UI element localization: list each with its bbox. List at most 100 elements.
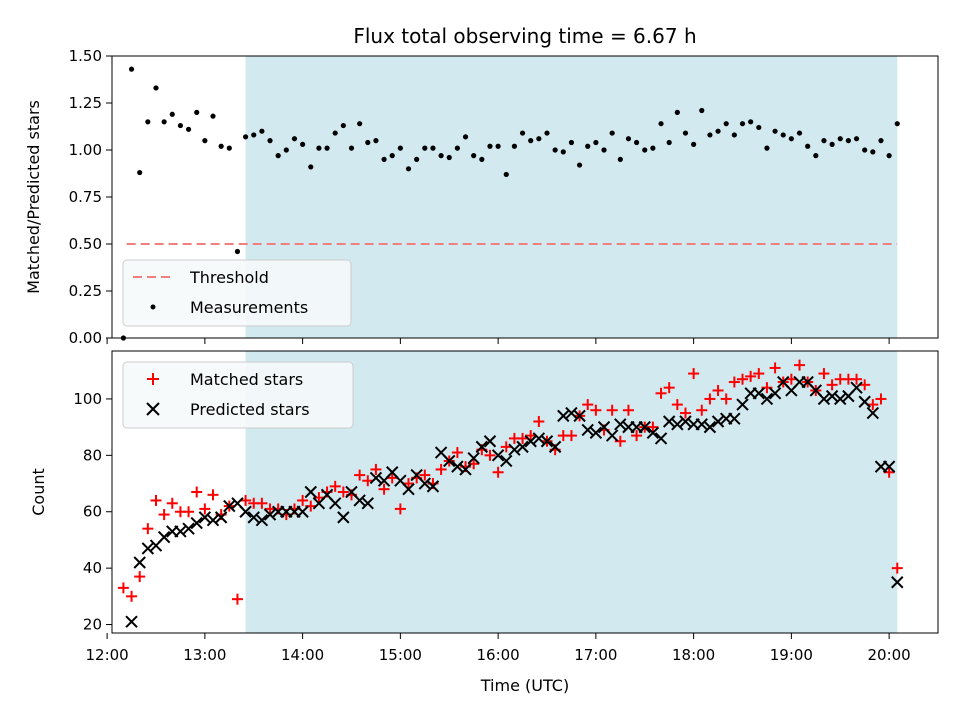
matched-star-point	[720, 393, 732, 405]
matched-star-point	[622, 404, 634, 416]
measurement-point	[503, 171, 509, 178]
predicted-star-point	[174, 525, 187, 538]
measurement-point	[234, 248, 241, 255]
predicted-star-point	[247, 511, 260, 524]
predicted-star-point	[296, 505, 309, 518]
measurement-point	[609, 130, 615, 136]
x-tick-label: 13:00	[183, 646, 226, 664]
measurement-point	[764, 145, 770, 151]
matched-star-point	[142, 523, 154, 535]
measurement-point	[259, 128, 265, 134]
measurement-point	[389, 153, 395, 159]
measurement-point	[642, 147, 648, 153]
matched-star-point	[565, 430, 577, 442]
measurement-point	[707, 132, 713, 138]
matched-star-point	[704, 393, 716, 405]
bottom-y-tick-label: 60	[83, 503, 102, 521]
matched-star-point	[859, 379, 871, 391]
x-tick-label: 18:00	[672, 646, 715, 664]
bottom-legend-box	[122, 361, 354, 429]
measurement-point	[788, 136, 794, 142]
x-tick-label: 20:00	[868, 646, 911, 664]
matched-star-point	[150, 494, 162, 506]
x-tick-label: 12:00	[85, 646, 128, 664]
top-y-tick-label: 1.25	[69, 94, 102, 112]
bottom-y-axis-label: Count	[29, 468, 48, 516]
predicted-star-point	[426, 480, 440, 493]
measurement-point	[536, 136, 542, 142]
matched-star-point	[451, 447, 463, 459]
matched-star-point	[240, 494, 252, 506]
measurement-point	[357, 121, 363, 127]
measurement-point	[658, 121, 664, 127]
top-y-tick-label: 0.25	[69, 282, 102, 300]
measurement-point	[821, 138, 827, 144]
top-plot-frame	[111, 55, 939, 339]
measurement-point	[267, 138, 273, 144]
measurement-point	[837, 136, 843, 142]
measurement-point	[381, 156, 387, 162]
predicted-star-point	[182, 522, 195, 535]
predicted-star-point	[671, 418, 684, 431]
matched-star-point	[655, 387, 667, 399]
predicted-star-point	[850, 381, 863, 394]
predicted-star-point	[817, 392, 831, 406]
top-y-axis-ticks: 0.00 0.25 0.50 0.75 1.00 1.25 1.50	[69, 47, 112, 347]
predicted-star-point	[198, 511, 212, 524]
matched-star-point	[712, 384, 724, 396]
predicted-star-point	[589, 426, 603, 439]
measurement-point	[414, 156, 420, 162]
predicted-star-point	[540, 435, 554, 448]
matched-stars-legend-marker	[147, 373, 159, 385]
top-y-tick-label: 0.00	[69, 329, 102, 347]
top-x-axis-ticks	[106, 338, 890, 344]
matched-star-point	[256, 497, 268, 509]
top-y-axis-label: Matched/Predicted stars	[24, 100, 43, 294]
matched-star-point	[753, 368, 765, 380]
measurement-point	[462, 134, 469, 140]
predicted-stars-series	[125, 375, 904, 628]
matched-star-point	[590, 404, 602, 416]
matched-star-point	[500, 441, 512, 453]
predicted-star-point	[557, 409, 570, 423]
bottom-x-axis-ticks: 12:00 13:00 14:00 15:00 16:00 17:00 18:00 19:00…	[85, 633, 911, 664]
measurement-point	[348, 145, 355, 151]
measurement-point	[756, 124, 762, 131]
matched-star-point	[354, 469, 366, 481]
bottom-y-tick-label: 40	[83, 559, 102, 577]
measurement-point	[633, 139, 640, 146]
top-panel: 0.00 0.25 0.50 0.75 1.00 1.25 1.50 Matched/Pre…	[24, 47, 939, 347]
bottom-y-tick-label: 100	[73, 390, 102, 408]
predicted-star-point	[711, 415, 725, 428]
top-y-tick-label: 0.75	[69, 188, 102, 206]
x-tick-label: 19:00	[770, 646, 813, 664]
matched-star-point	[663, 382, 675, 394]
measurement-point	[544, 130, 550, 136]
matched-star-point	[728, 376, 740, 388]
predicted-star-point	[882, 460, 896, 473]
bottom-observing-interval-shade	[245, 351, 898, 633]
measurement-point	[585, 143, 591, 149]
predicted-star-point	[239, 505, 252, 518]
predicted-star-point	[483, 435, 497, 448]
measurement-point	[405, 166, 412, 172]
predicted-star-point	[891, 576, 904, 589]
predicted-star-point	[328, 497, 342, 510]
matched-star-point	[679, 407, 691, 419]
predicted-star-point	[614, 418, 627, 431]
matched-star-point	[207, 489, 219, 501]
x-axis-label: Time (UTC)	[480, 676, 569, 695]
bottom-panel: 20 40 60 80 100 12:00 13:00 14:00 15:00 16:00 17:…	[29, 350, 939, 695]
measurement-point	[454, 145, 460, 151]
chart-title: Flux total observing time = 6.67 h	[353, 24, 696, 48]
predicted-star-point	[532, 432, 546, 445]
x-tick-label: 16:00	[477, 646, 520, 664]
measurement-point	[552, 147, 558, 153]
top-y-tick-label: 1.00	[69, 141, 102, 159]
bottom-plot-frame	[111, 350, 939, 634]
measurement-point	[625, 136, 632, 142]
predicted-star-point	[728, 412, 741, 425]
measurement-point	[316, 145, 322, 151]
bottom-y-axis-ticks: 20 40 60 80 100	[73, 390, 112, 634]
measurement-point	[682, 130, 689, 136]
